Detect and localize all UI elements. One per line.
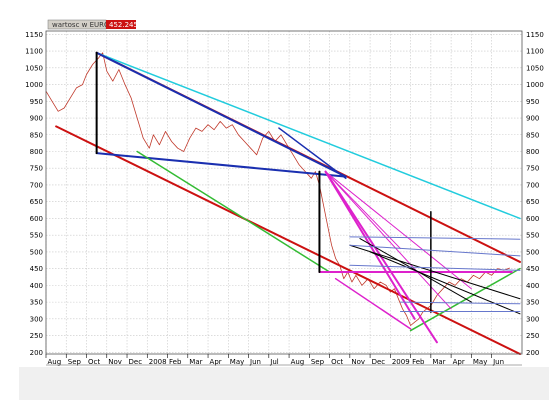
trendline <box>95 51 347 178</box>
x-tick-label: Aug <box>291 358 305 366</box>
trendline <box>325 171 401 250</box>
legend-series-label: wartosc w EURO <box>52 21 110 29</box>
lower-panel <box>19 367 549 400</box>
plot-frame <box>45 30 523 355</box>
y-tick-label-left: 1150 <box>25 31 43 39</box>
price-series-line <box>45 52 510 326</box>
y-tick-label-left: 500 <box>30 248 43 256</box>
trendline <box>359 238 472 303</box>
trendline <box>95 52 521 220</box>
x-tick-label: Jun <box>249 358 261 366</box>
x-tick-label: 2009 <box>392 358 410 366</box>
y-tick-label-right: 800 <box>526 148 539 156</box>
y-tick-label-left: 300 <box>30 315 43 323</box>
y-tick-label-right: 450 <box>526 265 539 273</box>
y-tick-label-right: 1000 <box>526 81 544 89</box>
x-tick-label: Aug <box>48 358 62 366</box>
y-tick-label-left: 600 <box>30 215 43 223</box>
y-tick-label-left: 650 <box>30 198 43 206</box>
y-tick-label-left: 850 <box>30 131 43 139</box>
x-tick-label: 2008 <box>149 358 167 366</box>
x-tick-label: May <box>473 358 487 366</box>
y-tick-label-right: 700 <box>526 181 539 189</box>
y-tick-label-right: 1150 <box>526 31 544 39</box>
y-tick-label-right: 250 <box>526 332 539 340</box>
x-tick-label: May <box>230 358 244 366</box>
x-tick-label: Mar <box>432 358 445 366</box>
trendline <box>55 125 521 355</box>
x-tick-label: Dec <box>129 358 143 366</box>
y-tick-label-left: 700 <box>30 181 43 189</box>
y-tick-label-left: 950 <box>30 98 43 106</box>
x-tick-label: Mar <box>189 358 202 366</box>
x-tick-label: Nov <box>108 358 122 366</box>
y-tick-label-left: 1050 <box>25 64 43 72</box>
y-tick-label-left: 250 <box>30 332 43 340</box>
trendline <box>325 171 472 290</box>
x-tick-label: Oct <box>331 358 343 366</box>
x-tick-label: Feb <box>412 358 425 366</box>
plot-area <box>46 31 522 354</box>
legend-value: 452.2455 <box>109 21 142 29</box>
x-tick-label: Dec <box>372 358 386 366</box>
trendline <box>334 277 412 330</box>
x-tick-label: Sep <box>68 358 82 366</box>
y-tick-label-left: 400 <box>30 282 43 290</box>
x-tick-label: Jun <box>492 358 504 366</box>
y-tick-label-right: 1100 <box>526 48 544 56</box>
x-tick-label: Sep <box>311 358 325 366</box>
y-tick-label-right: 900 <box>526 115 539 123</box>
x-tick-label: Feb <box>169 358 182 366</box>
y-tick-label-right: 300 <box>526 315 539 323</box>
y-tick-label-right: 350 <box>526 299 539 307</box>
y-tick-label-right: 600 <box>526 215 539 223</box>
y-tick-label-left: 450 <box>30 265 43 273</box>
x-tick-label: Oct <box>88 358 100 366</box>
trendline <box>349 244 521 257</box>
trendline <box>136 150 331 273</box>
trendline <box>324 170 416 320</box>
y-tick-label-left: 550 <box>30 232 43 240</box>
y-tick-label-right: 550 <box>526 232 539 240</box>
y-tick-label-left: 200 <box>30 349 43 357</box>
trendline <box>95 152 347 178</box>
y-tick-label-right: 750 <box>526 165 539 173</box>
trendline <box>349 244 521 300</box>
y-tick-label-left: 1100 <box>25 48 43 56</box>
y-tick-label-left: 900 <box>30 115 43 123</box>
trendline <box>349 236 521 240</box>
y-tick-label-right: 200 <box>526 349 539 357</box>
y-tick-label-right: 1050 <box>526 64 544 72</box>
x-tick-label: Apr <box>453 358 465 366</box>
trendline <box>409 267 521 332</box>
x-tick-label: Apr <box>210 358 222 366</box>
legend-value-badge <box>106 20 136 29</box>
x-tick-label: Jul <box>269 358 279 366</box>
x-tick-label: Nov <box>351 358 365 366</box>
trendline <box>399 301 521 305</box>
trendline <box>349 264 521 271</box>
trendline <box>278 127 347 180</box>
y-tick-label-right: 500 <box>526 248 539 256</box>
y-tick-label-left: 750 <box>30 165 43 173</box>
y-tick-label-right: 850 <box>526 131 539 139</box>
y-tick-label-right: 950 <box>526 98 539 106</box>
y-tick-label-right: 650 <box>526 198 539 206</box>
y-tick-label-left: 800 <box>30 148 43 156</box>
y-tick-label-left: 1000 <box>25 81 43 89</box>
y-tick-label-left: 350 <box>30 299 43 307</box>
y-tick-label-right: 400 <box>526 282 539 290</box>
